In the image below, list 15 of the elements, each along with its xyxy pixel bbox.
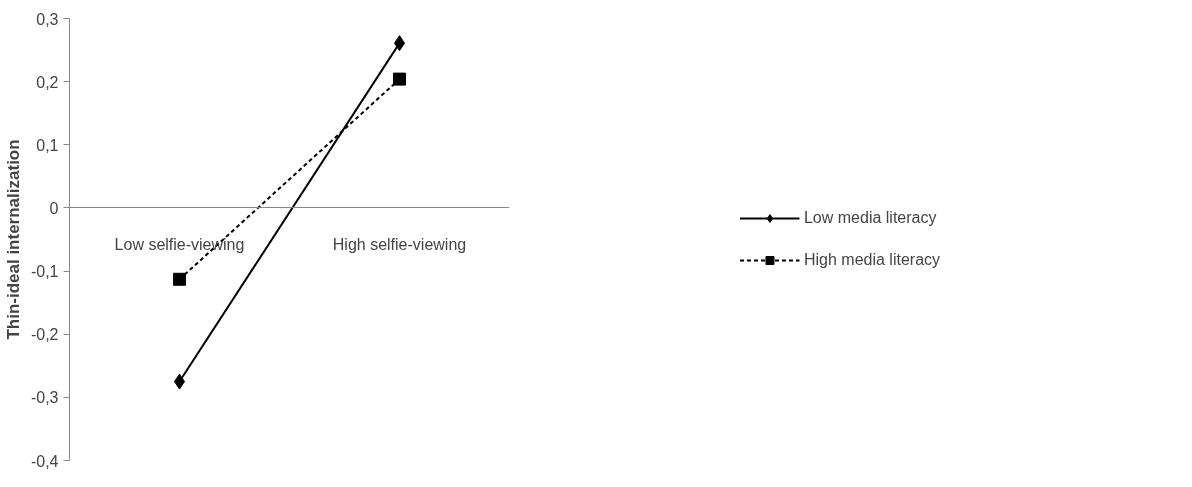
legend-label: High media literacy [803,251,941,269]
y-tick-label: 0,2 [36,73,59,91]
y-axis-title: Thin-ideal internalization [3,139,23,340]
x-tick-label: High selfie-viewing [332,235,467,253]
legend-label: Low media literacy [803,209,937,227]
y-tick-label: 0 [49,199,59,217]
y-tick-label: -0,3 [30,389,59,407]
point [393,72,406,86]
x-tick-label: Low selfie-viewing [114,235,245,253]
y-tick-label: 0,1 [36,136,59,154]
y-tick-label: -0,2 [30,326,59,344]
y-tick-label: -0,1 [30,263,59,281]
y-tick-label: -0,4 [30,452,59,470]
point [173,272,186,286]
y-tick-label: 0,3 [36,10,59,28]
